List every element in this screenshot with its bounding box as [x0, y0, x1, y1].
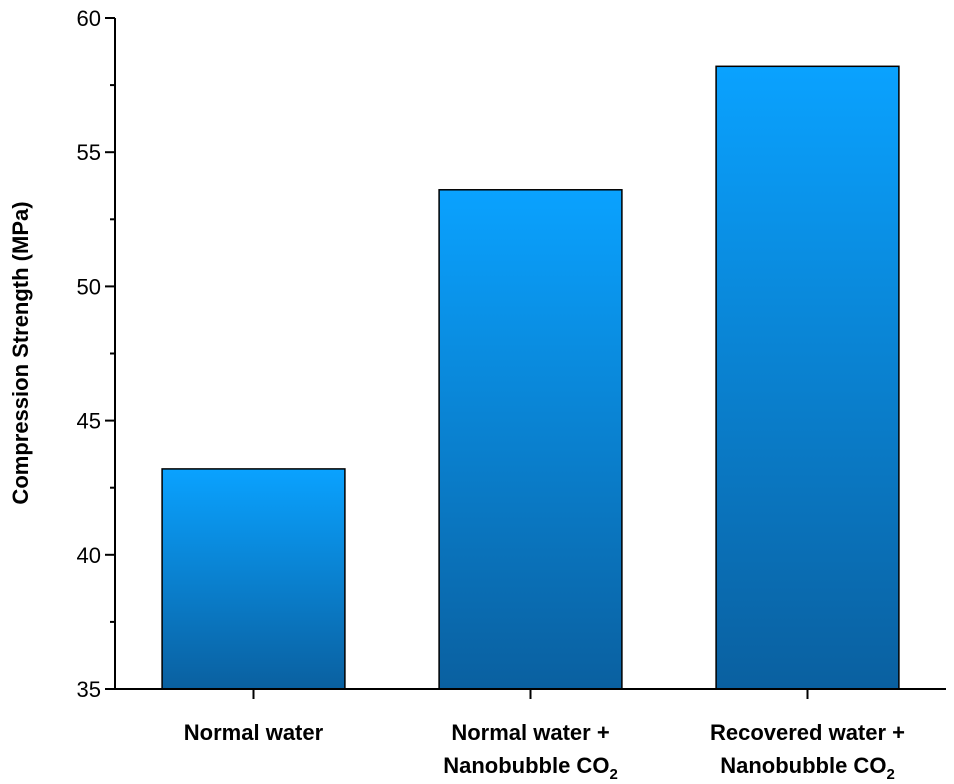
x-category-label: Recovered water +	[710, 720, 905, 745]
x-category-label-line2: Nanobubble CO2	[720, 753, 895, 783]
bar-1	[161, 468, 346, 690]
y-tick-label: 45	[77, 409, 101, 434]
x-category-label: Normal water +	[451, 720, 609, 745]
bars-layer	[161, 65, 900, 690]
bar-3	[715, 65, 900, 690]
bar-2	[438, 189, 623, 690]
x-category-label-line2: Nanobubble CO2	[443, 753, 618, 783]
x-ticks: Normal water Normal water + Nanobubble CO2…	[184, 689, 905, 783]
y-axis-title: Compression Strength (MPa)	[8, 201, 33, 504]
y-tick-label: 40	[77, 543, 101, 568]
y-tick-label: 50	[77, 274, 101, 299]
y-ticks: 35 40 45 50 55 60	[77, 6, 115, 702]
x-category-label: Normal water	[184, 720, 324, 745]
y-tick-label: 60	[77, 6, 101, 31]
y-tick-label: 55	[77, 140, 101, 165]
y-tick-label: 35	[77, 677, 101, 702]
